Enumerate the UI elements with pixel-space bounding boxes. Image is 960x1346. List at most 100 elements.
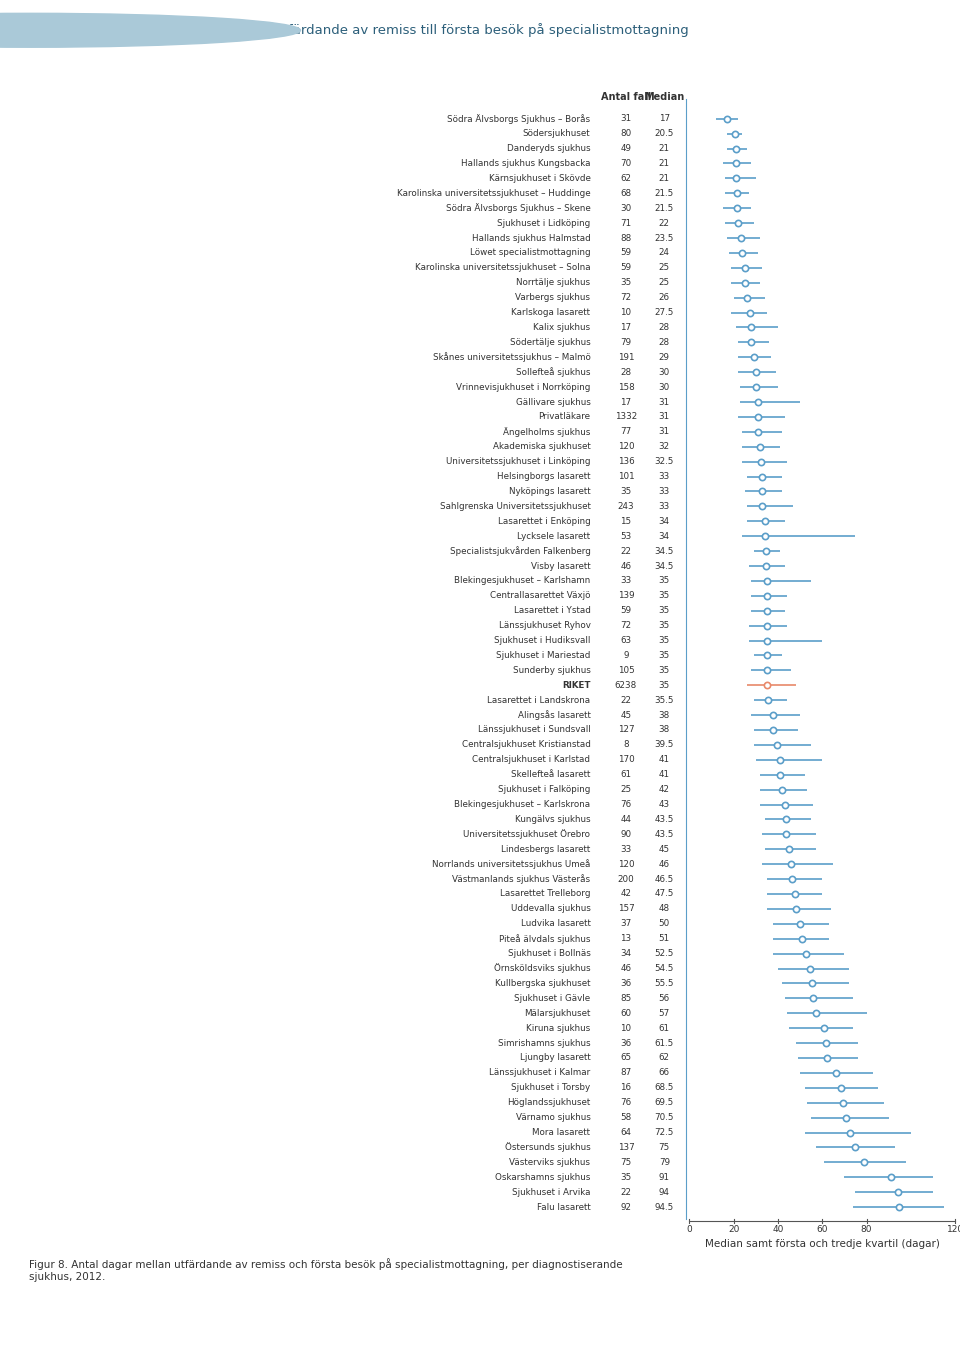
Text: 68.5: 68.5 xyxy=(655,1084,674,1093)
Text: Sunderby sjukhus: Sunderby sjukhus xyxy=(513,666,590,674)
Text: 76: 76 xyxy=(620,1098,632,1108)
Text: Länssjukhuset Ryhov: Länssjukhuset Ryhov xyxy=(498,621,590,630)
Text: 65: 65 xyxy=(620,1054,632,1062)
Text: Mora lasarett: Mora lasarett xyxy=(533,1128,590,1137)
Text: 43.5: 43.5 xyxy=(655,814,674,824)
Text: Gällivare sjukhus: Gällivare sjukhus xyxy=(516,397,590,406)
Text: 76: 76 xyxy=(620,800,632,809)
Text: 34: 34 xyxy=(620,949,632,958)
Text: 21.5: 21.5 xyxy=(655,203,674,213)
Text: 85: 85 xyxy=(620,993,632,1003)
Text: 60: 60 xyxy=(817,1225,828,1234)
Text: Median: Median xyxy=(644,93,684,102)
Text: 9: 9 xyxy=(623,651,629,660)
Text: 52.5: 52.5 xyxy=(655,949,674,958)
Text: Lycksele lasarett: Lycksele lasarett xyxy=(517,532,590,541)
Text: 60: 60 xyxy=(620,1008,632,1018)
Text: Karolinska universitetssjukhuset – Solna: Karolinska universitetssjukhuset – Solna xyxy=(415,264,590,272)
Text: Västerviks sjukhus: Västerviks sjukhus xyxy=(510,1158,590,1167)
Text: Södra Älvsborgs Sjukhus – Skene: Södra Älvsborgs Sjukhus – Skene xyxy=(445,203,590,213)
Text: Alingsås lasarett: Alingsås lasarett xyxy=(517,711,590,720)
Text: 59: 59 xyxy=(620,249,632,257)
Text: Länssjukhuset i Sundsvall: Länssjukhuset i Sundsvall xyxy=(478,725,590,735)
Text: 59: 59 xyxy=(620,264,632,272)
Text: Vrinnevisjukhuset i Norrköping: Vrinnevisjukhuset i Norrköping xyxy=(456,382,590,392)
Text: 44: 44 xyxy=(620,814,632,824)
Text: 33: 33 xyxy=(659,502,670,511)
Text: 48: 48 xyxy=(659,905,670,914)
Text: Sjukhuset i Bollnäs: Sjukhuset i Bollnäs xyxy=(508,949,590,958)
Text: 35: 35 xyxy=(659,576,670,586)
Text: 31: 31 xyxy=(659,427,670,436)
Text: Lasarettet Trelleborg: Lasarettet Trelleborg xyxy=(500,890,590,899)
Text: 49: 49 xyxy=(620,144,632,153)
Text: Figur 8. Antal dagar mellan utfärdande av remiss och första besök på specialistm: Figur 8. Antal dagar mellan utfärdande a… xyxy=(29,1259,622,1281)
Text: 30: 30 xyxy=(620,203,632,213)
Text: 88: 88 xyxy=(620,233,632,242)
Text: 101: 101 xyxy=(617,472,635,481)
Text: 94: 94 xyxy=(659,1187,670,1197)
Text: Kärnsjukhuset i Skövde: Kärnsjukhuset i Skövde xyxy=(489,174,590,183)
Text: 35: 35 xyxy=(659,637,670,645)
Text: Norrlands universitetssjukhus Umeå: Norrlands universitetssjukhus Umeå xyxy=(432,859,590,870)
Text: 51: 51 xyxy=(659,934,670,944)
Text: Ludvika lasarett: Ludvika lasarett xyxy=(520,919,590,929)
Text: 35: 35 xyxy=(659,606,670,615)
Text: Blekingesjukhuset – Karlshamn: Blekingesjukhuset – Karlshamn xyxy=(454,576,590,586)
Text: 59: 59 xyxy=(620,606,632,615)
Text: 33: 33 xyxy=(620,576,632,586)
Text: Centralsjukhuset i Karlstad: Centralsjukhuset i Karlstad xyxy=(472,755,590,765)
Text: 68: 68 xyxy=(620,188,632,198)
Text: 39.5: 39.5 xyxy=(655,740,674,750)
Text: 64: 64 xyxy=(620,1128,632,1137)
Text: 35: 35 xyxy=(659,651,670,660)
Text: Sjukhuset i Lidköping: Sjukhuset i Lidköping xyxy=(497,218,590,227)
Text: Värnamo sjukhus: Värnamo sjukhus xyxy=(516,1113,590,1123)
Text: Sjukhuset i Gävle: Sjukhuset i Gävle xyxy=(515,993,590,1003)
Text: 137: 137 xyxy=(617,1143,635,1152)
Text: 22: 22 xyxy=(620,546,632,556)
Text: 92: 92 xyxy=(620,1202,632,1211)
Text: 77: 77 xyxy=(620,427,632,436)
Text: 38: 38 xyxy=(659,725,670,735)
Text: Falu lasarett: Falu lasarett xyxy=(537,1202,590,1211)
Text: 62: 62 xyxy=(659,1054,670,1062)
Text: 75: 75 xyxy=(659,1143,670,1152)
Text: 46: 46 xyxy=(620,964,632,973)
Text: 21: 21 xyxy=(659,159,670,168)
Text: Hallands sjukhus Kungsbacka: Hallands sjukhus Kungsbacka xyxy=(461,159,590,168)
Text: Blekingesjukhuset – Karlskrona: Blekingesjukhuset – Karlskrona xyxy=(454,800,590,809)
Text: Sjukhuset i Mariestad: Sjukhuset i Mariestad xyxy=(496,651,590,660)
Text: 6238: 6238 xyxy=(614,681,637,689)
Text: 10: 10 xyxy=(620,1024,632,1032)
Text: 0: 0 xyxy=(686,1225,692,1234)
Text: 20.5: 20.5 xyxy=(655,129,674,139)
Text: 35: 35 xyxy=(620,279,632,287)
Text: 35: 35 xyxy=(659,666,670,674)
Text: 94.5: 94.5 xyxy=(655,1202,674,1211)
Text: Kalix sjukhus: Kalix sjukhus xyxy=(533,323,590,332)
Text: 34.5: 34.5 xyxy=(655,546,674,556)
Text: 27.5: 27.5 xyxy=(655,308,674,318)
Text: 127: 127 xyxy=(617,725,635,735)
Text: Sahlgrenska Universitetssjukhuset: Sahlgrenska Universitetssjukhuset xyxy=(440,502,590,511)
Text: RIKET: RIKET xyxy=(562,681,590,689)
Text: 136: 136 xyxy=(617,458,635,466)
Text: Helsingborgs lasarett: Helsingborgs lasarett xyxy=(497,472,590,481)
Text: 79: 79 xyxy=(659,1158,670,1167)
Text: 26: 26 xyxy=(659,293,670,302)
Text: Karlskoga lasarett: Karlskoga lasarett xyxy=(512,308,590,318)
Text: Norrtälje sjukhus: Norrtälje sjukhus xyxy=(516,279,590,287)
Text: Centralsjukhuset Kristianstad: Centralsjukhuset Kristianstad xyxy=(462,740,590,750)
Text: 35: 35 xyxy=(620,1172,632,1182)
Text: Visby lasarett: Visby lasarett xyxy=(531,561,590,571)
Text: 46: 46 xyxy=(620,561,632,571)
Text: Median samt första och tredje kvartil (dagar): Median samt första och tredje kvartil (d… xyxy=(705,1240,940,1249)
Text: Centrallasarettet Växjö: Centrallasarettet Växjö xyxy=(490,591,590,600)
Text: 87: 87 xyxy=(620,1069,632,1077)
Text: Skånes universitetssjukhus – Malmö: Skånes universitetssjukhus – Malmö xyxy=(433,353,590,362)
Text: 31: 31 xyxy=(659,397,670,406)
Text: 29: 29 xyxy=(659,353,670,362)
Text: 10: 10 xyxy=(620,308,632,318)
Text: 72: 72 xyxy=(620,293,632,302)
